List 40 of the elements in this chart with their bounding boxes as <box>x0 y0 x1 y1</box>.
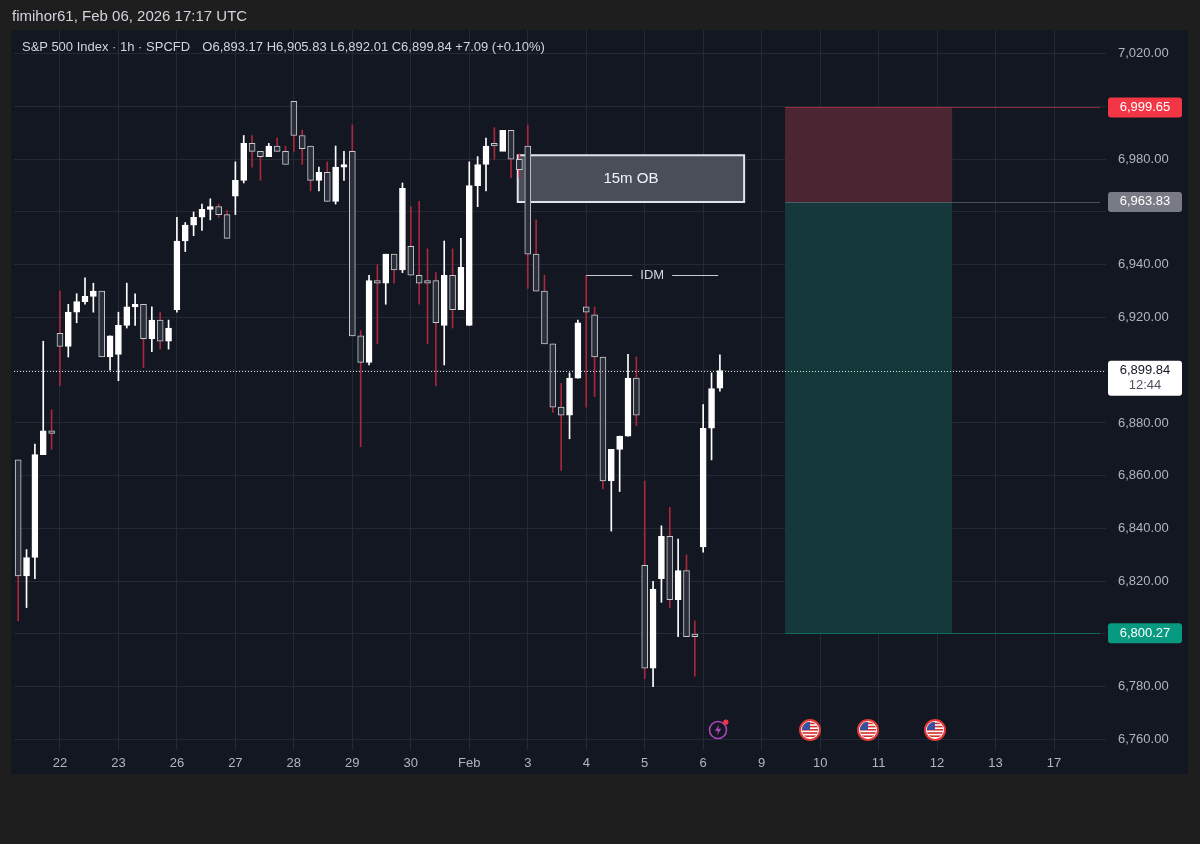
x-tick-label: Feb <box>458 755 481 771</box>
x-tick-label: 17 <box>1046 755 1062 771</box>
ref-line-label: 6,899.84 <box>1119 362 1171 378</box>
x-tick-label: 5 <box>641 755 649 771</box>
x-tick-label: 29 <box>345 755 360 771</box>
x-tick-label: 27 <box>228 755 243 771</box>
y-tick-label: 6,880.00 <box>1118 414 1169 430</box>
x-tick-label: 12 <box>929 755 945 771</box>
y-tick-label: 6,840.00 <box>1118 520 1169 536</box>
candlestick <box>499 129 507 152</box>
x-tick-label: 6 <box>699 755 707 771</box>
x-tick-label: 30 <box>403 755 419 771</box>
x-tick-label: 23 <box>111 755 126 771</box>
x-tick-label: 28 <box>286 755 302 771</box>
y-tick-label: 6,940.00 <box>1118 256 1169 272</box>
ref-line-label: 6,963.83 <box>1119 193 1171 209</box>
y-tick-label: 6,980.00 <box>1118 150 1169 166</box>
x-tick-label: 11 <box>871 755 886 771</box>
text: O6,893.17 H6,905.83 L6,892.01 C6,899.84 +7.09 (+0.10%) <box>202 38 545 54</box>
band-label: 15m OB <box>603 168 659 186</box>
y-tick-label: 6,820.00 <box>1118 572 1169 588</box>
text: fimihor61, Feb 06, 2026 17:17 UTC <box>12 6 248 26</box>
x-tick-label: 13 <box>988 755 1003 771</box>
ref-line-label: IDM <box>640 267 665 283</box>
y-tick-label: 6,860.00 <box>1118 467 1169 483</box>
x-tick-label: 10 <box>812 755 828 771</box>
x-tick-label: 9 <box>758 755 766 771</box>
x-tick-label: 3 <box>524 755 532 771</box>
text: S&P 500 Index · 1h · SPCFD <box>22 38 191 54</box>
ref-line-label: 6,999.65 <box>1119 98 1171 114</box>
x-tick-label: 26 <box>169 755 185 771</box>
y-tick-label: 7,020.00 <box>1118 45 1169 61</box>
candlestick <box>206 198 214 221</box>
x-tick-label: 4 <box>582 755 590 771</box>
y-tick-label: 6,760.00 <box>1118 731 1169 747</box>
y-tick-label: 6,920.00 <box>1118 309 1169 325</box>
text: 12:44 <box>1128 377 1162 393</box>
ref-line-label: 6,800.27 <box>1119 624 1171 640</box>
x-tick-label: 22 <box>52 755 68 771</box>
y-tick-label: 6,780.00 <box>1118 678 1169 694</box>
